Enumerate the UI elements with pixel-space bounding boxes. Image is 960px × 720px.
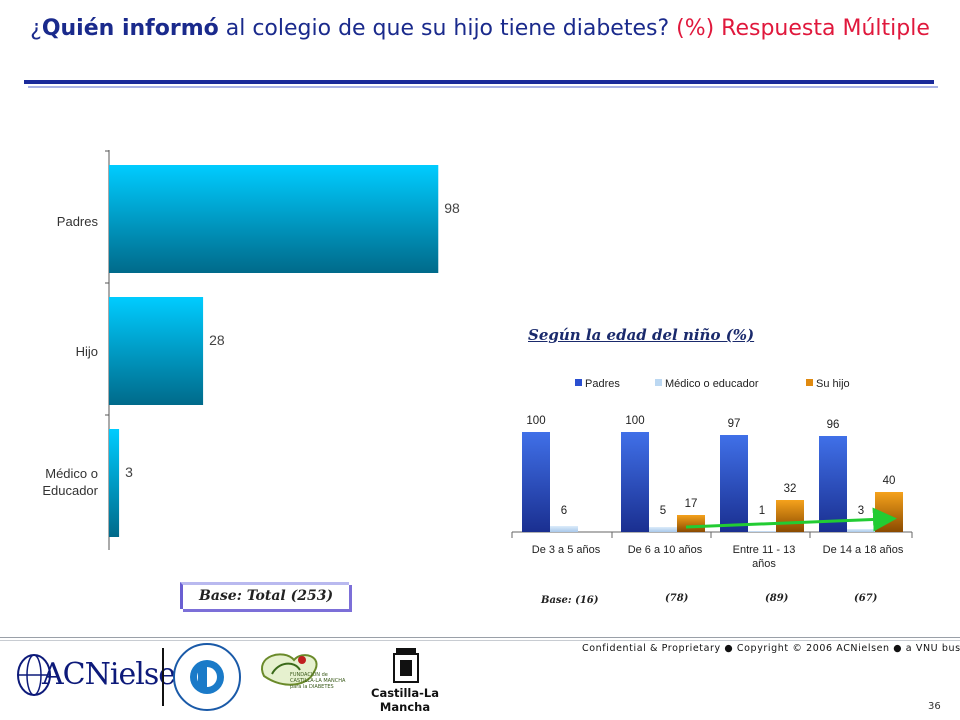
v-bar-value-3-1: 3 [858, 505, 864, 517]
title-rule [24, 80, 934, 84]
v-bar-1-0 [621, 432, 649, 532]
acnielsen-globe-icon [17, 654, 51, 696]
trend-arrow [685, 507, 897, 532]
base-total-label: Base: Total (253) [199, 588, 334, 604]
h-bar-0 [109, 165, 439, 273]
h-bar-value-1: 28 [209, 332, 225, 348]
clm-logo: Castilla-La Mancha [371, 686, 439, 714]
base-age-4: (67) [854, 593, 878, 604]
legend-swatch-2 [806, 379, 813, 386]
logo-separator [162, 648, 164, 706]
v-bar-value-3-0: 96 [827, 419, 840, 431]
legend-swatch-0 [575, 379, 582, 386]
v-cat-label-3: De 14 a 18 años [823, 544, 904, 556]
v-bar-1-2 [677, 515, 705, 532]
v-bar-value-0-0: 100 [526, 415, 545, 427]
title-rule-shadow [28, 86, 938, 88]
v-bar-value-1-1: 5 [660, 505, 666, 517]
legend-swatch-1 [655, 379, 662, 386]
h-cat-label-0: Padres [57, 214, 99, 229]
v-cat-label-0: De 3 a 5 años [532, 544, 601, 556]
v-bar-value-0-1: 6 [561, 505, 567, 517]
legend-label-2: Su hijo [816, 378, 850, 390]
title-open: ¿ [30, 16, 42, 41]
v-bar-2-1 [748, 531, 776, 532]
v-bar-1-1 [649, 527, 677, 532]
title-highlight: Quién informó [41, 16, 219, 41]
h-bar-value-0: 98 [444, 200, 460, 216]
fundacion-clm-text: FUNDACIÓN de CASTILLA-LA MANCHA para la … [290, 672, 346, 690]
age-chart-title: Según la edad del niño (%) [528, 326, 755, 344]
v-bar-value-1-0: 100 [625, 415, 644, 427]
fundacion-diabetes-logo [173, 643, 241, 711]
legend-label-0: Padres [585, 378, 620, 390]
v-cat-label-1: De 6 a 10 años [628, 544, 703, 556]
acnielsen-logo: ACNielsen [42, 657, 194, 692]
v-bar-2-0 [720, 435, 748, 532]
v-bar-value-2-0: 97 [728, 418, 741, 430]
title-question: al colegio de que su hijo tiene diabetes… [218, 16, 677, 41]
title-suffix: (%) Respuesta Múltiple [676, 16, 930, 41]
v-bar-value-1-2: 17 [685, 498, 698, 510]
base-age-2: (78) [665, 593, 689, 604]
h-bar-value-2: 3 [125, 464, 133, 480]
v-bar-value-2-2: 32 [784, 483, 797, 495]
overall-bar-chart: 98 Padres 28 Hijo 3 Médico o Educador [42, 150, 460, 550]
v-bar-0-1 [550, 526, 578, 532]
v-bar-0-0 [522, 432, 550, 532]
page-number: 36 [928, 701, 941, 712]
base-age-3: (89) [765, 593, 789, 604]
v-bar-3-0 [819, 436, 847, 532]
h-bar-1 [109, 297, 204, 405]
fundacion-clm-logo [261, 653, 318, 686]
age-bar-chart: Padres Médico o educador Su hijo 100 6 De 3 a… [511, 378, 913, 570]
base-age-1: Base: (16) [541, 595, 599, 606]
legend-label-1: Médico o educador [665, 378, 759, 390]
page-title: ¿Quién informó al colegio de que su hijo… [20, 14, 940, 43]
v-bar-value-3-2: 40 [883, 475, 896, 487]
confidential-notice: Confidential & Proprietary ● Copyright ©… [582, 643, 960, 654]
v-bar-3-2 [875, 492, 903, 532]
v-bar-3-1 [847, 529, 875, 532]
v-cat-label-2-a: Entre 11 - 13 [733, 544, 796, 556]
clm-crest-icon [393, 648, 419, 683]
h-bar-2 [109, 429, 120, 537]
h-cat-label-2-b: Educador [42, 483, 98, 498]
base-total-box: Base: Total (253) [180, 582, 349, 609]
h-cat-label-1: Hijo [76, 344, 98, 359]
v-bar-value-2-1: 1 [759, 505, 765, 517]
h-cat-label-2-a: Médico o [45, 466, 98, 481]
v-cat-label-2-b: años [752, 558, 776, 570]
v-bar-2-2 [776, 500, 804, 532]
footer-rule-shadow [0, 640, 960, 641]
footer-rule [0, 637, 960, 638]
